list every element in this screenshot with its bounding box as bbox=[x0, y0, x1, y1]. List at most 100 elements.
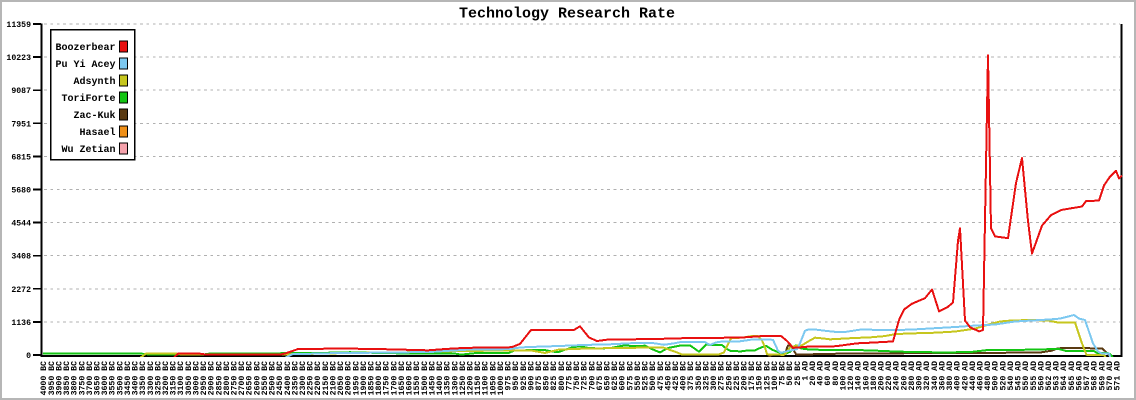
svg-text:3050 BC: 3050 BC bbox=[185, 361, 194, 395]
svg-text:700 BC: 700 BC bbox=[588, 361, 597, 391]
svg-text:280 AD: 280 AD bbox=[908, 361, 917, 391]
svg-text:555 AD: 555 AD bbox=[1030, 361, 1039, 391]
svg-text:Hasael: Hasael bbox=[79, 127, 115, 139]
svg-text:1 AD: 1 AD bbox=[801, 361, 810, 381]
svg-text:2050 BC: 2050 BC bbox=[337, 361, 346, 395]
svg-text:575 BC: 575 BC bbox=[626, 361, 635, 391]
svg-text:320 AD: 320 AD bbox=[923, 361, 932, 391]
svg-text:1800 BC: 1800 BC bbox=[375, 361, 384, 395]
svg-text:300 AD: 300 AD bbox=[916, 361, 925, 391]
svg-text:4544: 4544 bbox=[11, 220, 31, 229]
svg-text:40 AD: 40 AD bbox=[817, 361, 826, 386]
svg-text:Technology Research Rate: Technology Research Rate bbox=[459, 6, 675, 23]
svg-text:20 AD: 20 AD bbox=[809, 361, 818, 386]
svg-text:1050 BC: 1050 BC bbox=[489, 361, 498, 395]
svg-text:1200 BC: 1200 BC bbox=[466, 361, 475, 395]
svg-text:150 BC: 150 BC bbox=[756, 361, 765, 391]
svg-text:450 BC: 450 BC bbox=[664, 361, 673, 391]
svg-text:725 BC: 725 BC bbox=[581, 361, 590, 391]
svg-text:1500 BC: 1500 BC bbox=[421, 361, 430, 395]
svg-text:1550 BC: 1550 BC bbox=[413, 361, 422, 395]
svg-text:3950 BC: 3950 BC bbox=[48, 361, 57, 395]
svg-text:500 AD: 500 AD bbox=[992, 361, 1001, 391]
svg-text:250 BC: 250 BC bbox=[725, 361, 734, 391]
svg-text:600 BC: 600 BC bbox=[619, 361, 628, 391]
svg-text:525 BC: 525 BC bbox=[642, 361, 651, 391]
svg-text:1950 BC: 1950 BC bbox=[352, 361, 361, 395]
svg-text:5680: 5680 bbox=[11, 187, 31, 196]
svg-text:180 AD: 180 AD bbox=[870, 361, 879, 391]
svg-text:50 BC: 50 BC bbox=[786, 361, 795, 386]
svg-text:3600 BC: 3600 BC bbox=[101, 361, 110, 395]
svg-text:900 BC: 900 BC bbox=[527, 361, 536, 391]
svg-text:Boozerbear: Boozerbear bbox=[55, 42, 115, 54]
svg-text:3000 BC: 3000 BC bbox=[192, 361, 201, 395]
svg-text:3408: 3408 bbox=[11, 253, 31, 262]
svg-text:1150 BC: 1150 BC bbox=[474, 361, 483, 395]
svg-text:825 BC: 825 BC bbox=[550, 361, 559, 391]
svg-text:650 BC: 650 BC bbox=[603, 361, 612, 391]
svg-text:2550 BC: 2550 BC bbox=[261, 361, 270, 395]
svg-text:160 AD: 160 AD bbox=[862, 361, 871, 391]
svg-text:Pu Yi Acey: Pu Yi Acey bbox=[55, 59, 115, 71]
svg-text:565 AD: 565 AD bbox=[1068, 361, 1077, 391]
svg-text:1600 BC: 1600 BC bbox=[406, 361, 415, 395]
svg-text:2950 BC: 2950 BC bbox=[200, 361, 209, 395]
svg-text:375 BC: 375 BC bbox=[687, 361, 696, 391]
svg-text:3550 BC: 3550 BC bbox=[109, 361, 118, 395]
svg-text:775 BC: 775 BC bbox=[565, 361, 574, 391]
svg-text:3650 BC: 3650 BC bbox=[93, 361, 102, 395]
svg-text:400 BC: 400 BC bbox=[680, 361, 689, 391]
svg-text:400 AD: 400 AD bbox=[954, 361, 963, 391]
svg-text:380 AD: 380 AD bbox=[946, 361, 955, 391]
svg-text:60 AD: 60 AD bbox=[824, 361, 833, 386]
svg-text:569 AD: 569 AD bbox=[1098, 361, 1107, 391]
svg-text:1400 BC: 1400 BC bbox=[436, 361, 445, 395]
svg-text:2150 BC: 2150 BC bbox=[322, 361, 331, 395]
svg-text:3700 BC: 3700 BC bbox=[86, 361, 95, 395]
svg-text:2600 BC: 2600 BC bbox=[253, 361, 262, 395]
svg-text:750 BC: 750 BC bbox=[573, 361, 582, 391]
svg-text:Zac-Kuk: Zac-Kuk bbox=[73, 110, 115, 122]
svg-text:340 AD: 340 AD bbox=[931, 361, 940, 391]
svg-text:2400 BC: 2400 BC bbox=[284, 361, 293, 395]
svg-text:564 AD: 564 AD bbox=[1060, 361, 1069, 391]
svg-text:571 AD: 571 AD bbox=[1113, 361, 1122, 391]
svg-text:360 AD: 360 AD bbox=[938, 361, 947, 391]
svg-text:675 BC: 675 BC bbox=[596, 361, 605, 391]
svg-text:1350 BC: 1350 BC bbox=[444, 361, 453, 395]
svg-text:220 AD: 220 AD bbox=[885, 361, 894, 391]
svg-text:3450 BC: 3450 BC bbox=[124, 361, 133, 395]
svg-text:850 BC: 850 BC bbox=[543, 361, 552, 391]
svg-text:550 AD: 550 AD bbox=[1022, 361, 1031, 391]
svg-text:570 AD: 570 AD bbox=[1106, 361, 1115, 391]
svg-text:2350 BC: 2350 BC bbox=[291, 361, 300, 395]
svg-text:2450 BC: 2450 BC bbox=[276, 361, 285, 395]
svg-text:2272: 2272 bbox=[11, 286, 31, 295]
svg-text:480 AD: 480 AD bbox=[984, 361, 993, 391]
svg-text:2650 BC: 2650 BC bbox=[246, 361, 255, 395]
svg-text:80 AD: 80 AD bbox=[832, 361, 841, 386]
svg-text:875 BC: 875 BC bbox=[535, 361, 544, 391]
svg-text:3500 BC: 3500 BC bbox=[116, 361, 125, 395]
svg-text:563 AD: 563 AD bbox=[1053, 361, 1062, 391]
svg-text:3300 BC: 3300 BC bbox=[147, 361, 156, 395]
svg-text:950 BC: 950 BC bbox=[512, 361, 521, 391]
svg-text:120 AD: 120 AD bbox=[847, 361, 856, 391]
svg-text:Wu Zetian: Wu Zetian bbox=[61, 144, 115, 156]
svg-text:1850 BC: 1850 BC bbox=[368, 361, 377, 395]
svg-text:175 BC: 175 BC bbox=[748, 361, 757, 391]
svg-text:200 BC: 200 BC bbox=[741, 361, 750, 391]
svg-text:2800 BC: 2800 BC bbox=[223, 361, 232, 395]
svg-text:1250 BC: 1250 BC bbox=[459, 361, 468, 395]
svg-text:500 BC: 500 BC bbox=[649, 361, 658, 391]
svg-text:260 AD: 260 AD bbox=[900, 361, 909, 391]
svg-text:3350 BC: 3350 BC bbox=[139, 361, 148, 395]
svg-text:75 BC: 75 BC bbox=[779, 361, 788, 386]
svg-text:2500 BC: 2500 BC bbox=[269, 361, 278, 395]
svg-text:7951: 7951 bbox=[11, 120, 31, 129]
svg-text:2750 BC: 2750 BC bbox=[231, 361, 240, 395]
svg-text:4000 BC: 4000 BC bbox=[40, 361, 49, 395]
svg-text:11359: 11359 bbox=[6, 21, 31, 30]
svg-text:475 BC: 475 BC bbox=[657, 361, 666, 391]
